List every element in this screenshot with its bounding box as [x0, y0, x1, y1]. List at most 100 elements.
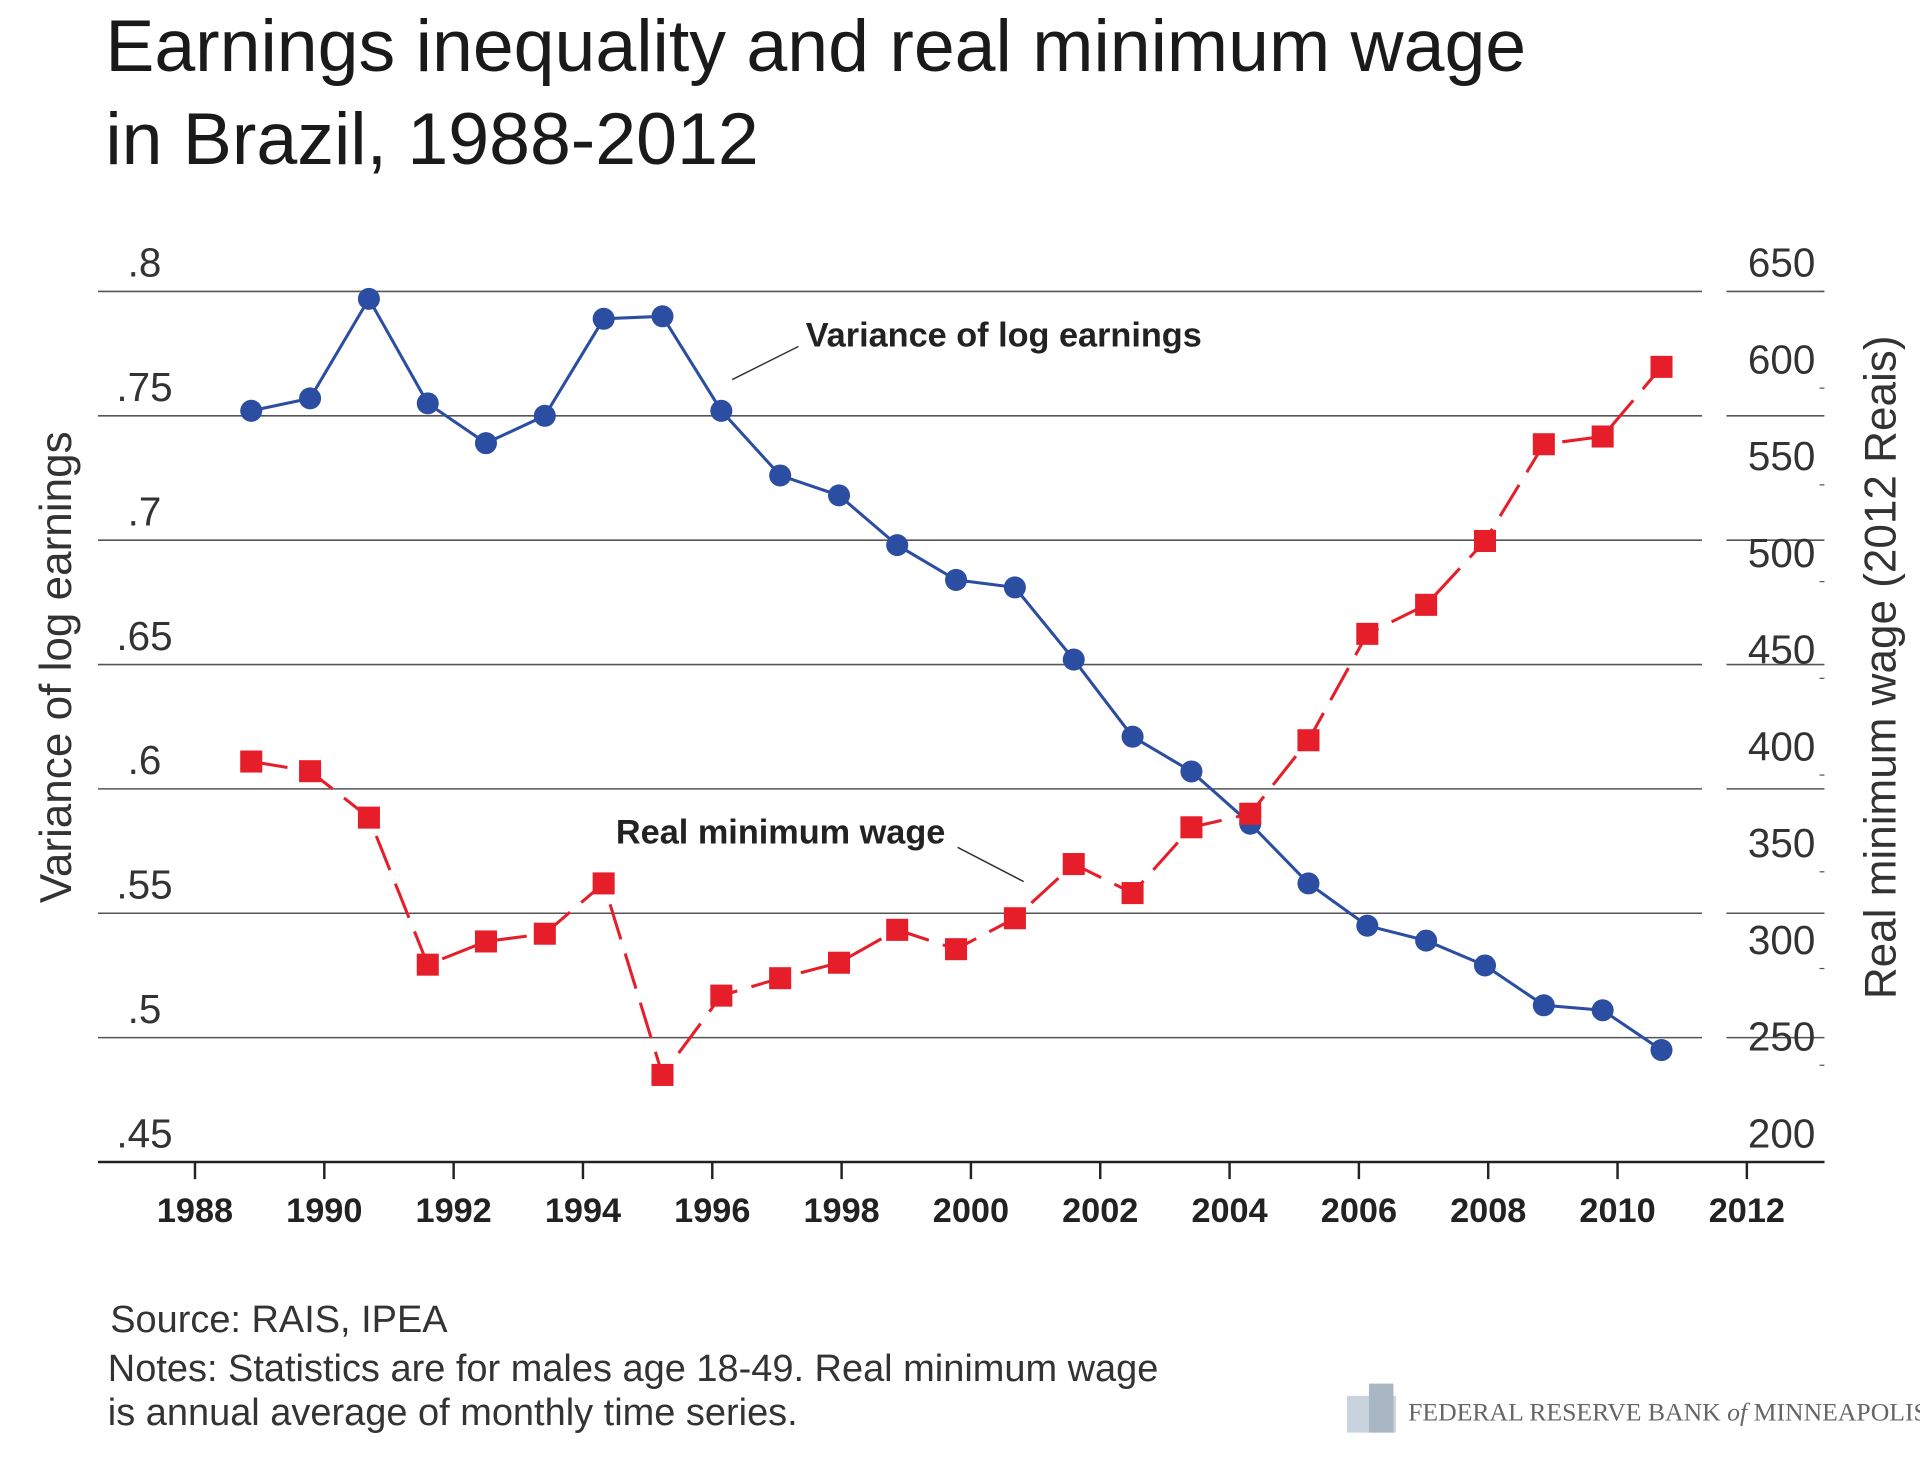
marker [1650, 1039, 1673, 1062]
leader-line [731, 345, 799, 381]
x-tick-label: 2012 [1709, 1192, 1785, 1230]
marker [886, 918, 909, 941]
marker [416, 392, 439, 415]
marker [651, 305, 674, 328]
y-tick-label: .65 [116, 613, 172, 659]
y-axis-label: Variance of log earnings [32, 431, 81, 903]
marker [1062, 853, 1085, 876]
credit-part: MINNEAPOLIS [1754, 1397, 1920, 1426]
marker [1473, 954, 1497, 977]
y-tick-label: .7 [128, 488, 162, 534]
y-tick-label: .75 [116, 364, 172, 410]
marker [1180, 760, 1203, 783]
marker [1473, 529, 1497, 553]
marker [1415, 929, 1438, 952]
y2-tick-label: 250 [1748, 1014, 1815, 1060]
x-tick-label: 2008 [1450, 1192, 1526, 1230]
marker [592, 872, 615, 895]
marker [1356, 622, 1379, 645]
x-tick-label: 2006 [1321, 1192, 1397, 1230]
marker [945, 568, 968, 591]
y-tick-label: .6 [128, 737, 162, 783]
marker [533, 922, 556, 945]
source: Source: RAIS, IPEA [110, 1299, 448, 1341]
notes: Notes: Statistics are for males age 18-4… [107, 1346, 1159, 1434]
y2-tick-label: 200 [1748, 1110, 1815, 1156]
marker [1003, 907, 1026, 930]
y2-tick-label: 300 [1748, 917, 1815, 963]
y2-tick-label: 550 [1748, 433, 1815, 479]
marker [533, 404, 556, 427]
marker [1415, 593, 1438, 616]
credit: FEDERAL RESERVE BANK of MINNEAPOLIS [1408, 1397, 1920, 1426]
marker [416, 953, 439, 976]
marker [1591, 425, 1614, 448]
marker [769, 464, 792, 487]
credit-part: of [1727, 1397, 1751, 1426]
marker [240, 399, 263, 422]
marker [357, 806, 380, 829]
logo-icon [1368, 1383, 1394, 1433]
marker [1003, 576, 1026, 599]
x-tick-label: 1988 [157, 1192, 233, 1230]
marker [710, 984, 733, 1007]
y-tick-label: .5 [128, 986, 162, 1032]
x-tick-label: 1992 [416, 1192, 492, 1230]
marker [1532, 994, 1555, 1017]
marker [1650, 355, 1673, 378]
marker [827, 484, 851, 507]
y-tick-label: .55 [116, 862, 172, 908]
marker [240, 750, 263, 773]
marker [710, 399, 733, 422]
x-tick-label: 1998 [803, 1192, 879, 1230]
x-tick-label: 1996 [674, 1192, 750, 1230]
marker [1239, 802, 1262, 825]
marker [945, 938, 968, 961]
marker [474, 432, 497, 455]
marker [651, 1063, 674, 1086]
x-tick-label: 2000 [933, 1192, 1009, 1230]
y2-tick-label: 600 [1748, 336, 1815, 382]
logo: FEDERAL RESERVE BANK of MINNEAPOLIS [1346, 1383, 1920, 1433]
leader-line [957, 846, 1025, 883]
x-tick-label: 2002 [1062, 1192, 1138, 1230]
marker [769, 967, 792, 990]
y2-tick-label: 450 [1748, 627, 1815, 673]
marker [474, 930, 497, 953]
marker [1591, 999, 1614, 1022]
credit-part: FEDERAL RESERVE BANK [1408, 1397, 1721, 1426]
y2-tick-label: 350 [1748, 820, 1815, 866]
series-line [250, 365, 1663, 1079]
x-tick-label: 1994 [545, 1192, 621, 1230]
marker [1297, 872, 1320, 895]
marker [1356, 914, 1379, 937]
annotation: Variance of log earnings [806, 317, 1202, 355]
marker [1297, 729, 1320, 752]
marker [299, 760, 322, 783]
annotation: Real minimum wage [616, 814, 945, 852]
marker [299, 387, 322, 410]
marker [357, 287, 380, 310]
marker [1180, 816, 1203, 839]
chart-title: in Brazil, 1988-2012 [105, 97, 758, 180]
y2-tick-label: 650 [1748, 240, 1815, 286]
marker [1532, 433, 1555, 456]
chart-title: Earnings inequality and real minimum wag… [105, 4, 1526, 87]
y-tick-label: .8 [128, 240, 162, 286]
x-tick-label: 2010 [1579, 1192, 1655, 1230]
y-tick-label: .45 [116, 1110, 172, 1156]
y2-tick-label: 400 [1748, 723, 1815, 769]
y2-tick-label: 500 [1748, 530, 1815, 576]
marker [592, 307, 615, 330]
x-tick-label: 1990 [286, 1192, 362, 1230]
series-line [250, 295, 1663, 1052]
notes-box: Notes: Statistics are for males age 18-4… [107, 1346, 1159, 1434]
marker [886, 534, 909, 557]
marker [827, 951, 851, 974]
y2-axis-label: Real minimum wage (2012 Reais) [1856, 335, 1905, 999]
marker [1062, 648, 1085, 671]
marker [1121, 882, 1144, 905]
marker [1121, 725, 1144, 748]
